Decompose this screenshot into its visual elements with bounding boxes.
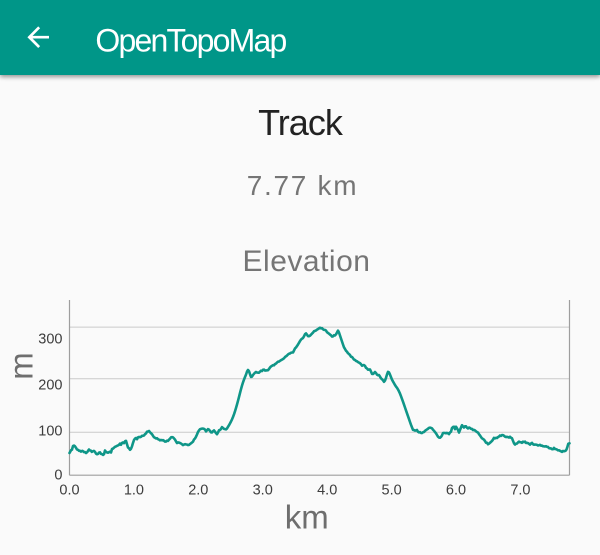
svg-text:2.0: 2.0 <box>188 483 208 499</box>
svg-text:km: km <box>285 499 329 536</box>
svg-text:3.0: 3.0 <box>253 483 273 499</box>
svg-text:5.0: 5.0 <box>382 483 402 499</box>
svg-text:4.0: 4.0 <box>317 483 337 499</box>
svg-text:1.0: 1.0 <box>124 483 144 499</box>
svg-text:OpenTopoMap: OpenTopoMap <box>95 22 286 58</box>
svg-text:100: 100 <box>38 424 62 440</box>
svg-text:300: 300 <box>38 332 62 348</box>
svg-text:7.0: 7.0 <box>510 483 530 499</box>
svg-text:0.0: 0.0 <box>59 483 79 499</box>
svg-text:m: m <box>3 352 40 380</box>
svg-text:0: 0 <box>54 468 62 484</box>
svg-text:6.0: 6.0 <box>446 483 466 499</box>
svg-text:200: 200 <box>38 378 62 394</box>
